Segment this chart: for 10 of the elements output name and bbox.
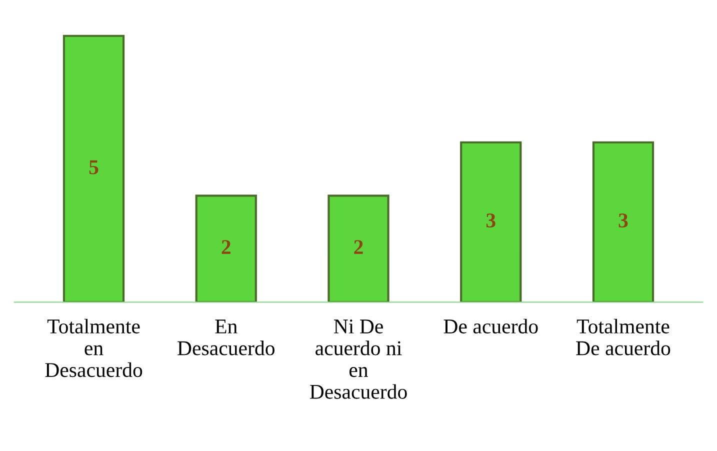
x-tick-label: Totalmente en Desacuerdo xyxy=(45,318,142,378)
data-label: 3 xyxy=(486,213,496,228)
data-label: 5 xyxy=(89,160,98,174)
data-label: 2 xyxy=(354,240,363,254)
x-tick-label: En Desacuerdo xyxy=(178,320,274,356)
x-tick-label: Totalmente De acuerdo xyxy=(576,318,670,356)
data-label: 2 xyxy=(222,240,230,254)
x-tick-label: Ni De acuerdo ni en Desacuerdo xyxy=(310,319,407,399)
data-label: 3 xyxy=(618,213,628,228)
x-tick-label: De acuerdo xyxy=(444,318,538,334)
